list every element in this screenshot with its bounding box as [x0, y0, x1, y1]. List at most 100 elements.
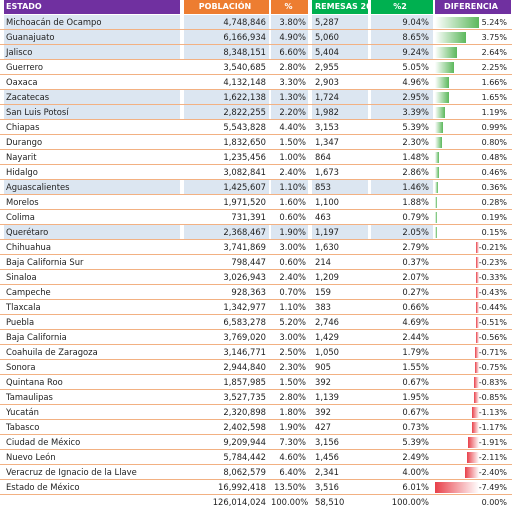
- cell-pct[interactable]: 7.30%: [279, 437, 306, 447]
- cell-poblacion[interactable]: 9,209,944: [223, 437, 266, 447]
- cell-poblacion[interactable]: 1,622,138: [184, 90, 269, 105]
- total-pct[interactable]: 100.00%: [271, 497, 308, 507]
- cell-estado[interactable]: Nuevo León: [6, 452, 56, 462]
- cell-poblacion[interactable]: 1,857,985: [223, 377, 266, 387]
- cell-estado[interactable]: Estado de México: [6, 482, 80, 492]
- table-row[interactable]: Morelos 1,971,520 1.60% 1,100 1.88% 0.28%: [0, 195, 512, 210]
- table-row[interactable]: Veracruz de Ignacio de la Llave 8,062,579…: [0, 465, 512, 480]
- cell-remesas[interactable]: 214: [315, 257, 331, 267]
- cell-pct[interactable]: 1.10%: [271, 180, 308, 195]
- cell-poblacion[interactable]: 6,583,278: [223, 317, 266, 327]
- cell-poblacion[interactable]: 731,391: [231, 212, 266, 222]
- cell-poblacion[interactable]: 1,425,607: [184, 180, 269, 195]
- cell-remesas[interactable]: 3,153: [315, 122, 339, 132]
- cell-remesas[interactable]: 463: [315, 212, 331, 222]
- total-remesas[interactable]: 58,510: [315, 497, 345, 507]
- cell-dif[interactable]: -1.91%: [435, 435, 511, 450]
- cell-dif[interactable]: -2.11%: [435, 450, 511, 465]
- cell-pct[interactable]: 1.80%: [279, 407, 306, 417]
- cell-estado[interactable]: Quintana Roo: [6, 377, 63, 387]
- cell-pct2[interactable]: 9.24%: [371, 45, 433, 60]
- cell-pct2[interactable]: 6.01%: [402, 482, 429, 492]
- table-row[interactable]: Hidalgo 3,082,841 2.40% 1,673 2.86% 0.46%: [0, 165, 512, 180]
- cell-dif[interactable]: -7.49%: [435, 480, 511, 495]
- cell-pct[interactable]: 2.80%: [279, 62, 306, 72]
- cell-pct[interactable]: 3.00%: [279, 242, 306, 252]
- cell-dif[interactable]: 2.64%: [435, 45, 511, 60]
- cell-dif[interactable]: 0.99%: [435, 120, 511, 135]
- cell-estado[interactable]: Puebla: [6, 317, 35, 327]
- cell-pct[interactable]: 4.90%: [271, 30, 308, 45]
- table-row[interactable]: Sonora 2,944,840 2.30% 905 1.55% -0.75%: [0, 360, 512, 375]
- cell-dif[interactable]: 0.46%: [435, 165, 511, 180]
- cell-dif[interactable]: -1.13%: [435, 405, 511, 420]
- cell-pct[interactable]: 1.60%: [279, 197, 306, 207]
- column-header-remesas[interactable]: REMESAS 202: [312, 0, 368, 14]
- cell-remesas[interactable]: 1,050: [315, 347, 339, 357]
- column-header-pct2[interactable]: %2: [371, 0, 433, 14]
- cell-estado[interactable]: Zacatecas: [4, 90, 180, 105]
- cell-pct2[interactable]: 5.05%: [402, 62, 429, 72]
- cell-dif[interactable]: -0.43%: [435, 285, 511, 300]
- cell-poblacion[interactable]: 1,971,520: [223, 197, 266, 207]
- cell-estado[interactable]: Sonora: [6, 362, 36, 372]
- cell-pct2[interactable]: 4.00%: [402, 467, 429, 477]
- cell-remesas[interactable]: 392: [315, 407, 331, 417]
- cell-pct[interactable]: 2.40%: [279, 167, 306, 177]
- cell-pct[interactable]: 3.80%: [271, 15, 308, 30]
- cell-pct2[interactable]: 0.67%: [402, 377, 429, 387]
- cell-pct[interactable]: 1.50%: [279, 137, 306, 147]
- cell-pct[interactable]: 6.60%: [271, 45, 308, 60]
- cell-pct[interactable]: 1.90%: [279, 422, 306, 432]
- table-row[interactable]: Tamaulipas 3,527,735 2.80% 1,139 1.95% -0.85%: [0, 390, 512, 405]
- cell-poblacion[interactable]: 3,741,869: [223, 242, 266, 252]
- cell-dif[interactable]: 0.19%: [435, 210, 511, 225]
- cell-dif[interactable]: 0.28%: [435, 195, 511, 210]
- column-header-dif[interactable]: DIFERENCIA: [435, 0, 511, 14]
- cell-poblacion[interactable]: 3,082,841: [223, 167, 266, 177]
- cell-pct[interactable]: 4.60%: [279, 452, 306, 462]
- cell-poblacion[interactable]: 6,166,934: [184, 30, 269, 45]
- cell-pct2[interactable]: 9.04%: [371, 15, 433, 30]
- cell-estado[interactable]: Durango: [6, 137, 43, 147]
- table-row[interactable]: Colima 731,391 0.60% 463 0.79% 0.19%: [0, 210, 512, 225]
- cell-pct2[interactable]: 5.39%: [402, 122, 429, 132]
- cell-pct2[interactable]: 0.79%: [402, 212, 429, 222]
- cell-remesas[interactable]: 427: [315, 422, 331, 432]
- cell-poblacion[interactable]: 928,363: [231, 287, 266, 297]
- cell-remesas[interactable]: 159: [315, 287, 331, 297]
- cell-poblacion[interactable]: 5,784,442: [223, 452, 266, 462]
- cell-dif[interactable]: -0.85%: [435, 390, 511, 405]
- cell-pct2[interactable]: 4.96%: [402, 77, 429, 87]
- cell-pct[interactable]: 2.40%: [279, 272, 306, 282]
- cell-pct[interactable]: 1.50%: [279, 377, 306, 387]
- cell-remesas[interactable]: 2,955: [315, 62, 339, 72]
- cell-poblacion[interactable]: 8,062,579: [223, 467, 266, 477]
- cell-pct2[interactable]: 1.48%: [402, 152, 429, 162]
- cell-estado[interactable]: Tamaulipas: [6, 392, 53, 402]
- cell-poblacion[interactable]: 3,540,685: [223, 62, 266, 72]
- cell-poblacion[interactable]: 2,320,898: [223, 407, 266, 417]
- cell-poblacion[interactable]: 2,944,840: [223, 362, 266, 372]
- cell-poblacion[interactable]: 798,447: [231, 257, 266, 267]
- cell-pct[interactable]: 0.60%: [279, 212, 306, 222]
- cell-pct2[interactable]: 2.05%: [371, 225, 433, 240]
- cell-remesas[interactable]: 1,673: [315, 167, 339, 177]
- cell-pct2[interactable]: 1.88%: [402, 197, 429, 207]
- cell-dif[interactable]: 3.75%: [435, 30, 511, 45]
- cell-pct2[interactable]: 1.46%: [371, 180, 433, 195]
- cell-pct[interactable]: 1.90%: [271, 225, 308, 240]
- cell-estado[interactable]: Chihuahua: [6, 242, 51, 252]
- column-header-estado[interactable]: ESTADO: [4, 0, 180, 14]
- cell-poblacion[interactable]: 2,368,467: [184, 225, 269, 240]
- cell-remesas[interactable]: 1,630: [315, 242, 339, 252]
- table-row[interactable]: Baja California Sur 798,447 0.60% 214 0.37% -…: [0, 255, 512, 270]
- table-row[interactable]: Tlaxcala 1,342,977 1.10% 383 0.66% -0.44%: [0, 300, 512, 315]
- cell-remesas[interactable]: 1,209: [315, 272, 339, 282]
- cell-remesas[interactable]: 853: [312, 180, 368, 195]
- cell-pct2[interactable]: 2.95%: [371, 90, 433, 105]
- cell-poblacion[interactable]: 1,832,650: [223, 137, 266, 147]
- cell-remesas[interactable]: 1,139: [315, 392, 339, 402]
- total-dif[interactable]: 0.00%: [481, 498, 507, 507]
- cell-poblacion[interactable]: 5,543,828: [223, 122, 266, 132]
